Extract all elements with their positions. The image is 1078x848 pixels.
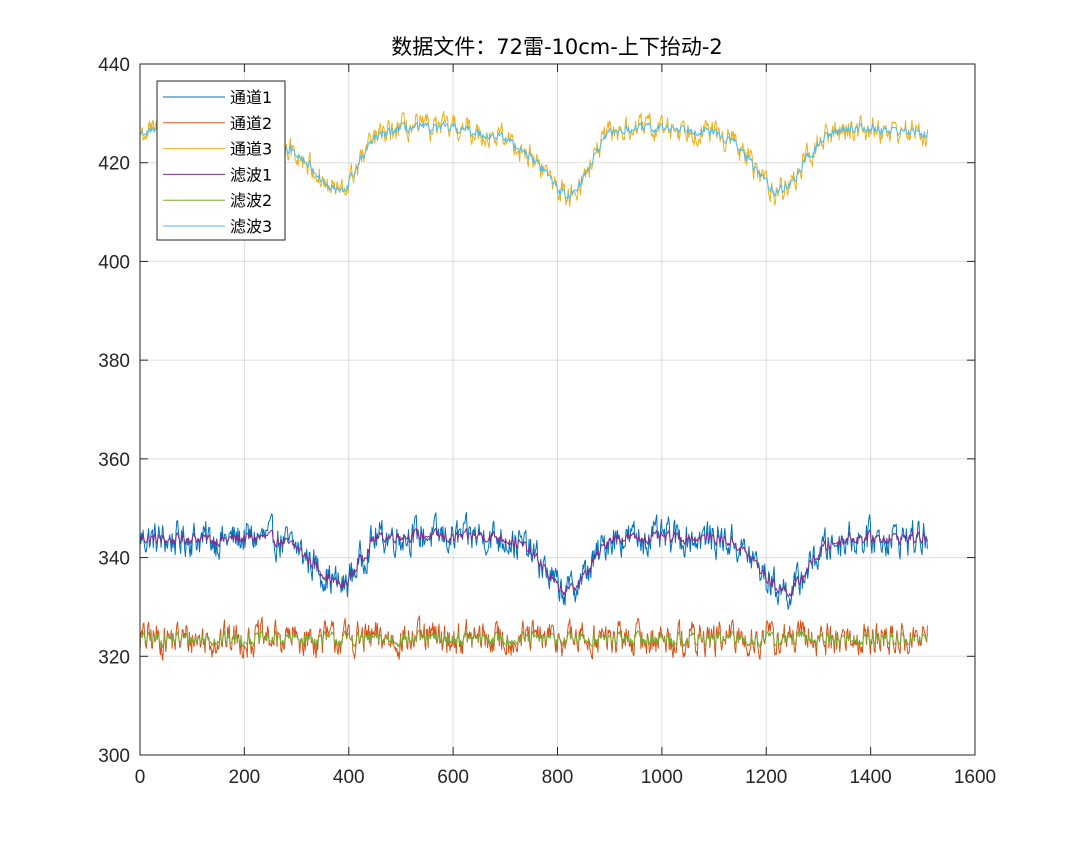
x-tick-label: 400 — [333, 767, 365, 788]
legend-label: 通道1 — [230, 88, 272, 107]
x-tick-label: 800 — [542, 767, 574, 788]
legend: 通道1 通道2 通道3 滤波1 滤波2 滤波3 — [156, 80, 286, 241]
x-tick-label: 1600 — [954, 767, 996, 788]
x-tick-label: 600 — [437, 767, 469, 788]
x-tick-label: 0 — [135, 767, 146, 788]
axis-ticks: 0 200 400 600 800 1000 1200 1400 1600 300 320 340 36… — [98, 55, 996, 788]
x-tick-label: 1000 — [641, 767, 683, 788]
x-tick-label: 1400 — [849, 767, 891, 788]
y-tick-label: 340 — [98, 549, 130, 570]
y-tick-label: 320 — [98, 647, 130, 668]
series-line-4 — [139, 527, 928, 598]
legend-label: 滤波1 — [230, 165, 272, 184]
y-tick-label: 380 — [98, 351, 130, 372]
series-line-1 — [139, 511, 928, 610]
y-tick-label: 400 — [98, 252, 130, 273]
y-tick-label: 440 — [98, 55, 130, 76]
series-line-5 — [139, 629, 928, 649]
x-tick-label: 200 — [229, 767, 261, 788]
legend-label: 滤波2 — [230, 191, 272, 210]
chart-title: 数据文件：72雷-10cm-上下抬动-2 — [391, 35, 723, 59]
y-tick-label: 300 — [98, 746, 130, 767]
legend-box — [156, 80, 286, 241]
legend-label: 滤波3 — [230, 217, 272, 236]
legend-label: 通道2 — [230, 114, 272, 133]
y-tick-label: 420 — [98, 154, 130, 175]
legend-label: 通道3 — [230, 140, 272, 159]
y-tick-label: 360 — [98, 450, 130, 471]
x-tick-label: 1200 — [745, 767, 787, 788]
